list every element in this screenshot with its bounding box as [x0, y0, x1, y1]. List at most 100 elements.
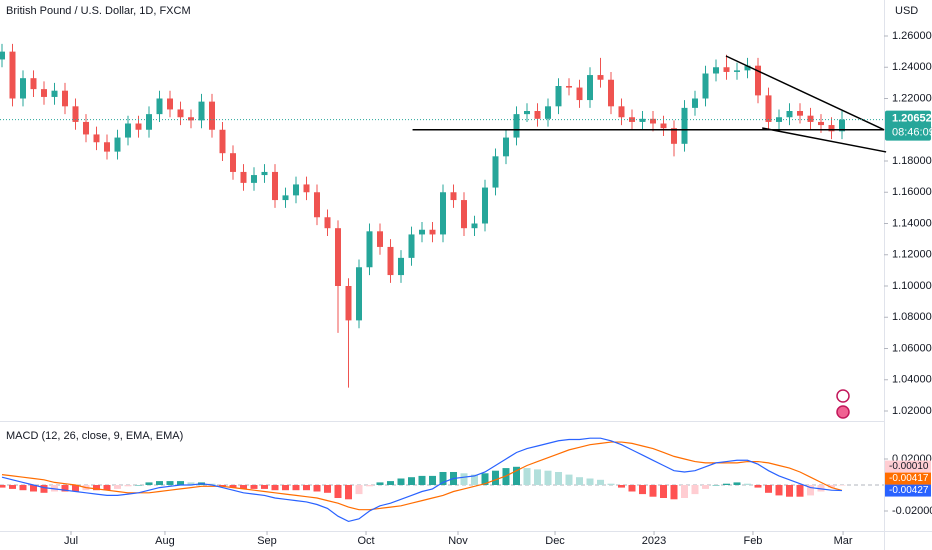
- histogram-bar: [376, 482, 384, 485]
- histogram-bar: [208, 483, 216, 485]
- candle-body: [671, 128, 677, 144]
- value-tag: [885, 460, 931, 473]
- histogram-bar: [733, 482, 741, 485]
- candle-body: [471, 223, 478, 229]
- histogram-bar: [513, 466, 520, 485]
- candle-body: [251, 175, 257, 183]
- candle-body: [744, 65, 751, 71]
- histogram-bar: [9, 484, 16, 489]
- histogram-bar: [786, 484, 793, 497]
- candle-body: [807, 115, 814, 122]
- candle-body: [104, 142, 110, 152]
- candle-body: [398, 257, 404, 276]
- candle-body: [734, 70, 740, 72]
- candle-body: [209, 101, 215, 130]
- histogram-bar: [114, 484, 121, 489]
- histogram-bar: [649, 484, 657, 497]
- candle-body: [135, 123, 142, 130]
- last-price-box: [885, 110, 931, 141]
- icon: [836, 389, 850, 403]
- candle-body: [377, 231, 383, 247]
- y-tick-label: 1.24000: [892, 61, 932, 73]
- candle-body: [177, 109, 184, 118]
- histogram-bar: [282, 484, 289, 491]
- x-tick-label: Mar: [834, 535, 853, 547]
- y-tick-label: 1.14000: [892, 217, 932, 229]
- candle-body: [482, 187, 488, 224]
- candle-body: [765, 95, 772, 122]
- histogram-bar: [250, 484, 258, 489]
- candle-body: [419, 229, 425, 235]
- candle-body: [587, 75, 593, 101]
- candle-body: [692, 98, 698, 108]
- y-tick-label: 1.18000: [892, 155, 932, 167]
- histogram-bar: [439, 471, 447, 485]
- candle-body: [356, 267, 362, 321]
- trend-line: [762, 127, 887, 153]
- candle-body: [713, 67, 719, 74]
- candle-body: [324, 217, 331, 229]
- candle-body: [41, 89, 47, 97]
- histogram-bar: [744, 483, 751, 485]
- candle-body: [576, 87, 583, 101]
- value-tag-label: -0.00427: [889, 485, 929, 496]
- y-tick-label: 1.06000: [892, 342, 932, 354]
- candle-body: [492, 156, 499, 188]
- value-tag-label: -0.00417: [889, 473, 929, 484]
- histogram-bar: [397, 478, 405, 485]
- value-tag: [885, 484, 931, 497]
- histogram-bar: [576, 477, 583, 485]
- candle-body: [629, 117, 635, 122]
- candle-body: [608, 79, 614, 107]
- candle-body: [429, 229, 436, 235]
- candle-body: [545, 106, 551, 119]
- candle-body: [72, 106, 79, 122]
- candle-body: [83, 121, 89, 135]
- histogram-bar: [660, 484, 667, 499]
- histogram-bar: [681, 484, 688, 499]
- candle-body: [219, 129, 226, 154]
- histogram-bar: [765, 484, 772, 493]
- candle-body: [146, 114, 152, 130]
- candle-body: [839, 119, 845, 132]
- candle-body: [461, 200, 467, 229]
- histogram-bar: [534, 469, 541, 485]
- trend-line: [725, 55, 885, 131]
- candle-body: [723, 67, 730, 72]
- y-tick-label: 1.12000: [892, 249, 932, 261]
- candle-body: [513, 114, 520, 138]
- candle-body: [93, 134, 100, 143]
- histogram-bar: [0, 484, 6, 488]
- histogram-bar: [555, 471, 562, 485]
- candle-body: [125, 123, 131, 138]
- histogram-bar: [796, 484, 804, 497]
- x-tick-label: Feb: [743, 535, 762, 547]
- candle-body: [188, 117, 194, 121]
- candle-body: [272, 171, 278, 201]
- x-tick-label: Aug: [155, 535, 175, 547]
- x-tick-label: Oct: [357, 535, 374, 547]
- histogram-bar: [387, 481, 394, 485]
- candle-body: [261, 171, 268, 176]
- candle-body: [639, 118, 646, 122]
- histogram-bar: [219, 484, 226, 487]
- histogram-bar: [618, 484, 625, 488]
- histogram-bar: [177, 481, 184, 485]
- histogram-bar: [19, 484, 27, 491]
- candle-body: [240, 171, 247, 183]
- histogram-bar: [51, 484, 58, 492]
- histogram-bar: [408, 477, 415, 485]
- x-tick-label: Jul: [64, 535, 78, 547]
- histogram-bar: [166, 481, 174, 485]
- histogram-bar: [544, 470, 552, 485]
- candle-body: [555, 86, 562, 107]
- candle-body: [650, 118, 656, 124]
- histogram-bar: [261, 484, 268, 489]
- histogram-bar: [292, 484, 300, 491]
- histogram-bar: [775, 484, 783, 496]
- histogram-bar: [817, 484, 825, 492]
- histogram-bar: [93, 484, 100, 491]
- candle-body: [314, 192, 320, 218]
- histogram-bar: [492, 470, 499, 485]
